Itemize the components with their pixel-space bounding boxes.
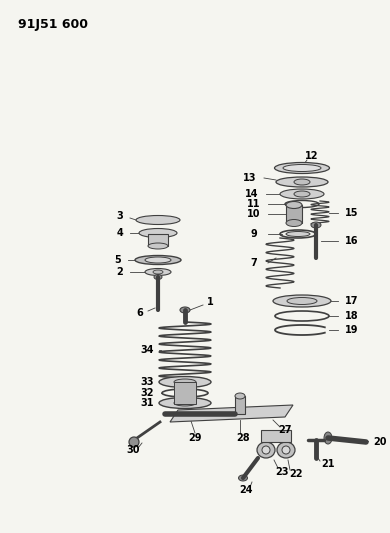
Ellipse shape: [136, 215, 180, 224]
Ellipse shape: [159, 376, 211, 387]
Polygon shape: [170, 405, 293, 422]
Ellipse shape: [135, 255, 181, 264]
Text: 20: 20: [373, 437, 387, 447]
Ellipse shape: [324, 432, 332, 444]
Text: 22: 22: [289, 469, 303, 479]
Text: 6: 6: [136, 308, 144, 318]
Ellipse shape: [139, 229, 177, 238]
Ellipse shape: [294, 179, 310, 185]
Bar: [174, 382, 196, 404]
Ellipse shape: [129, 437, 139, 447]
Text: 19: 19: [345, 325, 359, 335]
Ellipse shape: [145, 269, 171, 276]
Ellipse shape: [287, 297, 317, 304]
Ellipse shape: [180, 307, 190, 313]
Ellipse shape: [283, 165, 321, 172]
Text: 14: 14: [245, 189, 259, 199]
Text: 13: 13: [243, 173, 257, 183]
Text: 18: 18: [345, 311, 359, 321]
Ellipse shape: [311, 222, 321, 228]
Text: 31: 31: [140, 398, 154, 408]
Ellipse shape: [257, 442, 275, 458]
Ellipse shape: [286, 231, 310, 237]
Ellipse shape: [154, 274, 162, 279]
Text: 91J51 600: 91J51 600: [18, 18, 88, 31]
Text: 34: 34: [140, 345, 154, 355]
Ellipse shape: [276, 177, 328, 187]
Text: 4: 4: [117, 228, 123, 238]
Ellipse shape: [280, 189, 324, 199]
Text: 24: 24: [239, 485, 253, 495]
Ellipse shape: [294, 191, 310, 197]
Ellipse shape: [153, 270, 163, 274]
Text: 16: 16: [345, 236, 359, 246]
Text: 29: 29: [188, 433, 202, 443]
Text: 30: 30: [126, 445, 140, 455]
Bar: [148, 234, 168, 246]
Ellipse shape: [174, 400, 196, 406]
Text: 10: 10: [247, 209, 261, 219]
Ellipse shape: [273, 295, 331, 307]
Ellipse shape: [145, 257, 171, 263]
Bar: [235, 396, 245, 414]
Ellipse shape: [286, 201, 302, 208]
Text: 27: 27: [278, 425, 292, 435]
Text: 15: 15: [345, 208, 359, 218]
Ellipse shape: [235, 393, 245, 399]
Ellipse shape: [282, 446, 290, 454]
Ellipse shape: [239, 475, 248, 481]
Text: 2: 2: [117, 267, 123, 277]
Ellipse shape: [277, 442, 295, 458]
Text: 23: 23: [275, 467, 289, 477]
Ellipse shape: [262, 446, 270, 454]
Text: 28: 28: [236, 433, 250, 443]
Text: 9: 9: [251, 229, 257, 239]
Text: 5: 5: [115, 255, 121, 265]
Text: 17: 17: [345, 296, 359, 306]
Text: 33: 33: [140, 377, 154, 387]
Ellipse shape: [286, 220, 302, 227]
Text: 1: 1: [207, 297, 213, 307]
Ellipse shape: [275, 163, 330, 174]
Bar: [286, 205, 302, 223]
Text: 11: 11: [247, 199, 261, 209]
Text: 21: 21: [321, 459, 335, 469]
Text: 3: 3: [117, 211, 123, 221]
Text: 7: 7: [251, 258, 257, 268]
Text: 12: 12: [305, 151, 319, 161]
Text: 32: 32: [140, 388, 154, 398]
Ellipse shape: [159, 398, 211, 408]
Ellipse shape: [148, 243, 168, 249]
Bar: [261, 430, 291, 442]
Ellipse shape: [174, 379, 196, 385]
